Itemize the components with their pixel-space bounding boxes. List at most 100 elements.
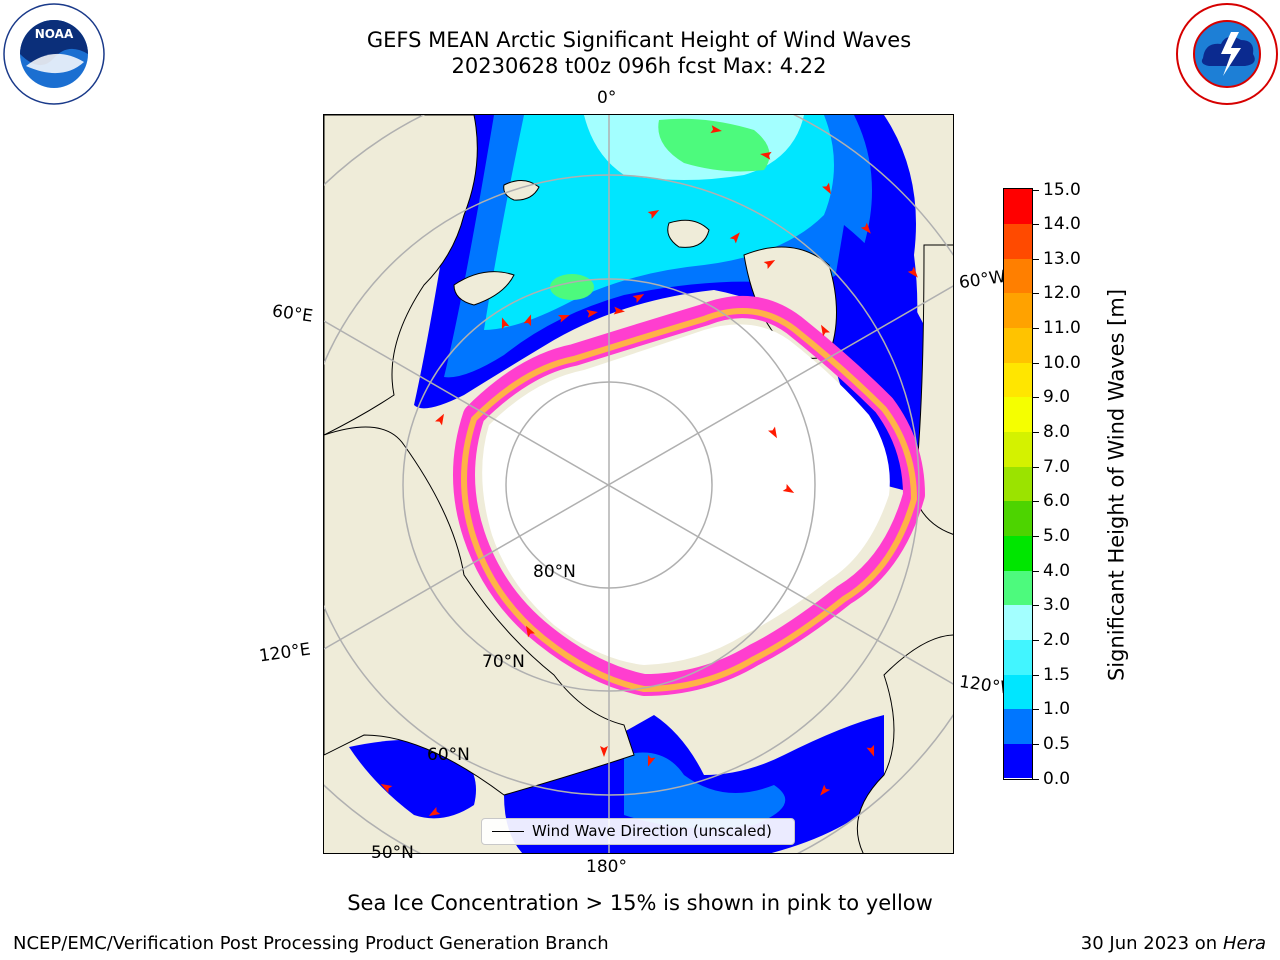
colorbar-segment: [1004, 570, 1032, 606]
colorbar-segment: [1004, 500, 1032, 536]
colorbar-segment: [1004, 674, 1032, 710]
colorbar-tick: [1033, 328, 1039, 330]
wind-arrow: [428, 807, 441, 816]
barents-green: [550, 274, 594, 300]
lat-label-60: 60°N: [427, 745, 470, 765]
wind-arrow: [860, 222, 871, 234]
colorbar-tick-label: 0.5: [1043, 733, 1071, 754]
svg-text:NOAA: NOAA: [35, 27, 74, 41]
wind-arrow: [768, 426, 777, 439]
colorbar-tick: [1033, 709, 1039, 711]
lat-label-70: 70°N: [482, 652, 525, 672]
colorbar-tick-label: 3.0: [1043, 595, 1071, 616]
colorbar-tick-label: 12.0: [1043, 283, 1081, 304]
colorbar-segment: [1004, 189, 1032, 225]
colorbar-tick-label: 4.0: [1043, 560, 1071, 581]
colorbar: [1003, 188, 1033, 780]
legend-line-swatch: [492, 831, 524, 832]
wind-arrow: [435, 413, 444, 426]
wind-arrow: [782, 484, 795, 493]
colorbar-tick: [1033, 535, 1039, 537]
colorbar-tick: [1033, 293, 1039, 295]
colorbar-segment: [1004, 639, 1032, 675]
legend-label: Wind Wave Direction (unscaled): [532, 822, 772, 840]
colorbar-tick-label: 1.5: [1043, 664, 1071, 685]
colorbar-segment: [1004, 466, 1032, 502]
colorbar-tick-label: 6.0: [1043, 491, 1071, 512]
colorbar-segment: [1004, 604, 1032, 640]
colorbar-segment: [1004, 743, 1032, 779]
colorbar-tick: [1033, 743, 1039, 745]
sea-ice-edge-outer: [461, 308, 917, 692]
wind-arrow: [380, 784, 393, 793]
colorbar-tick-label: 13.0: [1043, 248, 1081, 269]
wind-arrow: [526, 625, 535, 638]
wind-arrow: [523, 314, 532, 327]
colorbar-tick-label: 5.0: [1043, 525, 1071, 546]
wind-arrow: [647, 754, 656, 767]
wind-arrow: [586, 309, 598, 318]
colorbar-tick-label: 7.0: [1043, 456, 1071, 477]
wind-arrow: [632, 294, 645, 303]
lon-label-120e: 120°E: [257, 639, 312, 667]
wind-arrow: [763, 260, 776, 269]
lon-label-60w: 60°W: [957, 266, 1008, 294]
colorbar-tick-label: 0.0: [1043, 768, 1071, 789]
colorbar-tick: [1033, 224, 1039, 226]
wind-arrow: [821, 324, 830, 337]
colorbar-segment: [1004, 327, 1032, 363]
colorbar-tick-label: 9.0: [1043, 387, 1071, 408]
meridian-120e-60w: [324, 285, 953, 650]
colorbar-segment: [1004, 396, 1032, 433]
lon-label-60e: 60°E: [270, 301, 315, 327]
map-legend: Wind Wave Direction (unscaled): [481, 818, 795, 845]
alaska-land: [856, 634, 953, 853]
colorbar-tick: [1033, 189, 1039, 191]
sea-ice-caption: Sea Ice Concentration > 15% is shown in …: [347, 891, 933, 915]
colorbar-tick-label: 10.0: [1043, 352, 1081, 373]
colorbar-segment: [1004, 708, 1032, 744]
lon-label-180: 180°: [586, 857, 627, 877]
wind-wave-arrows: [380, 125, 918, 816]
lat-label-50: 50°N: [371, 843, 414, 863]
polar-map: [324, 115, 953, 853]
novaya-zemlya-land: [453, 271, 515, 306]
chart-title: GEFS MEAN Arctic Significant Height of W…: [366, 28, 912, 52]
lat-label-80: 80°N: [533, 562, 576, 582]
wind-arrow: [822, 182, 831, 195]
colorbar-tick: [1033, 397, 1039, 399]
chart-subtitle: 20230628 t00z 096h fcst Max: 4.22: [451, 54, 827, 78]
arctic-ice-cover: [482, 324, 890, 665]
colorbar-tick: [1033, 605, 1039, 607]
colorbar-tick-label: 1.0: [1043, 699, 1071, 720]
wind-arrow: [501, 317, 510, 330]
colorbar-tick: [1033, 639, 1039, 641]
colorbar-tick: [1033, 432, 1039, 434]
colorbar-segment: [1004, 292, 1032, 329]
wind-arrow: [907, 266, 918, 278]
colorbar-segment: [1004, 535, 1032, 571]
wind-arrow: [710, 125, 722, 134]
colorbar-segment: [1004, 431, 1032, 467]
colorbar-tick: [1033, 362, 1039, 364]
wind-arrow: [557, 314, 570, 323]
colorbar-tick: [1033, 501, 1039, 503]
wind-arrow: [820, 784, 831, 796]
scandinavia-land: [324, 115, 478, 436]
footer-date-text: 30 Jun 2023 on: [1080, 933, 1218, 954]
footer-date: 30 Jun 2023 on Hera: [1081, 933, 1266, 954]
wind-arrow: [760, 151, 772, 160]
okhotsk-ocean: [349, 739, 476, 819]
norwegian-sea-green: [658, 118, 770, 172]
wind-arrow: [613, 306, 625, 315]
footer-credit: NCEP/EMC/Verification Post Processing Pr…: [13, 933, 609, 954]
colorbar-tick: [1033, 466, 1039, 468]
colorbar-tick-label: 11.0: [1043, 318, 1081, 339]
nws-logo: [1175, 2, 1279, 106]
colorbar-tick: [1033, 674, 1039, 676]
colorbar-segment: [1004, 362, 1032, 398]
colorbar-tick-label: 2.0: [1043, 629, 1071, 650]
colorbar-tick-label: 14.0: [1043, 214, 1081, 235]
colorbar-tick: [1033, 778, 1039, 780]
colorbar-segment: [1004, 223, 1032, 259]
